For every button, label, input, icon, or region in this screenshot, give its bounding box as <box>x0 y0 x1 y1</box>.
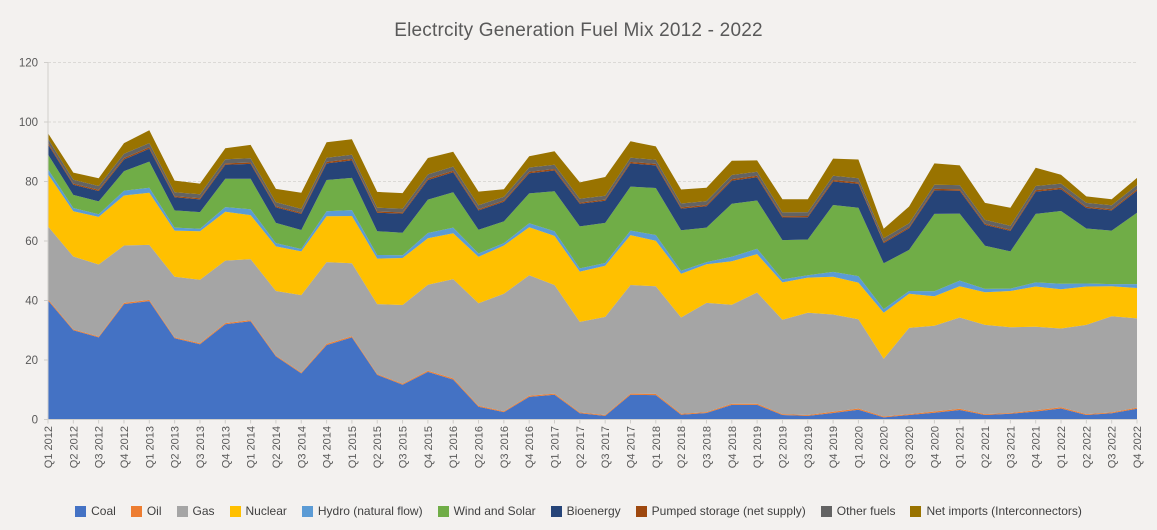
area-series-wind-and-solar <box>48 154 1137 310</box>
x-axis-label: Q3 2022 <box>1107 426 1119 468</box>
x-axis-label: Q3 2012 <box>94 426 106 468</box>
y-axis-label: 60 <box>25 236 38 248</box>
x-axis-label: Q4 2022 <box>1132 426 1144 468</box>
legend-item-gas: Gas <box>176 504 215 518</box>
x-axis-label: Q2 2014 <box>271 426 283 468</box>
legend-label: Other fuels <box>836 504 896 518</box>
x-axis-label: Q2 2013 <box>170 426 182 468</box>
legend-item-other-fuels: Other fuels <box>820 504 896 518</box>
legend-swatch-gas <box>176 505 188 517</box>
legend-swatch-oil <box>130 505 142 517</box>
x-axis-label: Q3 2014 <box>296 426 308 468</box>
chart-title: Electrcity Generation Fuel Mix 2012 - 20… <box>394 20 763 41</box>
legend-label: Wind and Solar <box>453 504 536 518</box>
x-axis-label: Q2 2020 <box>879 426 891 468</box>
legend-swatch-wind-and-solar <box>437 505 449 517</box>
legend-label: Nuclear <box>245 504 287 518</box>
x-axis-label: Q4 2020 <box>929 426 941 468</box>
legend-item-nuclear: Nuclear <box>229 504 287 518</box>
x-axis-label: Q3 2015 <box>398 426 410 468</box>
x-axis-label: Q4 2014 <box>322 426 334 468</box>
x-axis-label: Q1 2012 <box>43 426 55 468</box>
x-axis-label: Q3 2020 <box>904 426 916 468</box>
x-axis-label: Q3 2013 <box>195 426 207 468</box>
legend-swatch-pumped-storage-net-supply <box>635 505 647 517</box>
y-axis-label: 0 <box>32 415 38 427</box>
x-axis-label: Q1 2013 <box>144 426 156 468</box>
legend-label: Hydro (natural flow) <box>317 504 423 518</box>
x-axis-label: Q4 2015 <box>423 426 435 468</box>
x-axis-label: Q2 2015 <box>372 426 384 468</box>
legend-label: Coal <box>91 504 116 518</box>
legend-item-bioenergy: Bioenergy <box>550 504 621 518</box>
area-series-coal <box>48 300 1137 420</box>
legend-label: Oil <box>146 504 162 518</box>
legend-item-wind-and-solar: Wind and Solar <box>437 504 536 518</box>
x-axis-label: Q2 2017 <box>575 426 587 468</box>
y-axis-label: 20 <box>25 355 38 367</box>
x-axis-label: Q1 2019 <box>752 426 764 468</box>
legend-swatch-other-fuels <box>820 505 832 517</box>
legend-item-coal: Coal <box>75 504 116 518</box>
x-axis-label: Q2 2019 <box>777 426 789 468</box>
legend-label: Pumped storage (net supply) <box>651 504 806 518</box>
x-axis-label: Q1 2017 <box>550 426 562 468</box>
legend-swatch-hydro-natural-flow <box>301 505 313 517</box>
x-axis-label: Q4 2012 <box>119 426 131 468</box>
x-axis-label: Q1 2014 <box>246 426 258 468</box>
x-axis-label: Q4 2021 <box>1031 426 1043 468</box>
legend-swatch-net-imports-interconnectors <box>910 505 922 517</box>
legend-item-oil: Oil <box>130 504 162 518</box>
x-axis-label: Q2 2021 <box>980 426 992 468</box>
x-axis-label: Q4 2018 <box>727 426 739 468</box>
x-axis-label: Q2 2012 <box>68 426 80 468</box>
y-axis-label: 120 <box>19 58 38 70</box>
x-axis-label: Q2 2018 <box>676 426 688 468</box>
legend-swatch-coal <box>75 505 87 517</box>
x-axis-label: Q1 2016 <box>448 426 460 468</box>
x-axis-label: Q1 2015 <box>347 426 359 468</box>
x-axis-label: Q2 2022 <box>1081 426 1093 468</box>
x-axis-label: Q4 2016 <box>524 426 536 468</box>
legend-label: Net imports (Interconnectors) <box>926 504 1082 518</box>
y-axis-label: 80 <box>25 177 38 189</box>
x-axis-label: Q3 2019 <box>803 426 815 468</box>
x-axis-label: Q3 2016 <box>499 426 511 468</box>
x-axis-label: Q1 2021 <box>955 426 967 468</box>
legend-swatch-nuclear <box>229 505 241 517</box>
y-axis-label: 40 <box>25 296 38 308</box>
x-axis-label: Q3 2017 <box>600 426 612 468</box>
x-axis-label: Q4 2017 <box>625 426 637 468</box>
y-axis-label: 100 <box>19 117 38 129</box>
x-axis-label: Q1 2022 <box>1056 426 1068 468</box>
chart-legend: Coal Oil Gas Nuclear Hydro (natural flow) Win… <box>0 504 1157 518</box>
area-series-bioenergy <box>48 144 1137 264</box>
legend-item-pumped-storage-net-supply: Pumped storage (net supply) <box>635 504 806 518</box>
legend-label: Gas <box>192 504 215 518</box>
x-axis-label: Q1 2018 <box>651 426 663 468</box>
x-axis-label: Q2 2016 <box>474 426 486 468</box>
x-axis-label: Q1 2020 <box>853 426 865 468</box>
x-axis-label: Q4 2013 <box>220 426 232 468</box>
legend-item-hydro-natural-flow: Hydro (natural flow) <box>301 504 423 518</box>
area-series-nuclear <box>48 174 1137 359</box>
area-series-net-imports-interconnectors <box>48 130 1137 239</box>
x-axis-label: Q3 2018 <box>701 426 713 468</box>
legend-item-net-imports-interconnectors: Net imports (Interconnectors) <box>910 504 1082 518</box>
legend-swatch-bioenergy <box>550 505 562 517</box>
x-axis-label: Q4 2019 <box>828 426 840 468</box>
legend-label: Bioenergy <box>566 504 621 518</box>
area-series-gas <box>48 226 1137 417</box>
x-axis-label: Q3 2021 <box>1005 426 1017 468</box>
